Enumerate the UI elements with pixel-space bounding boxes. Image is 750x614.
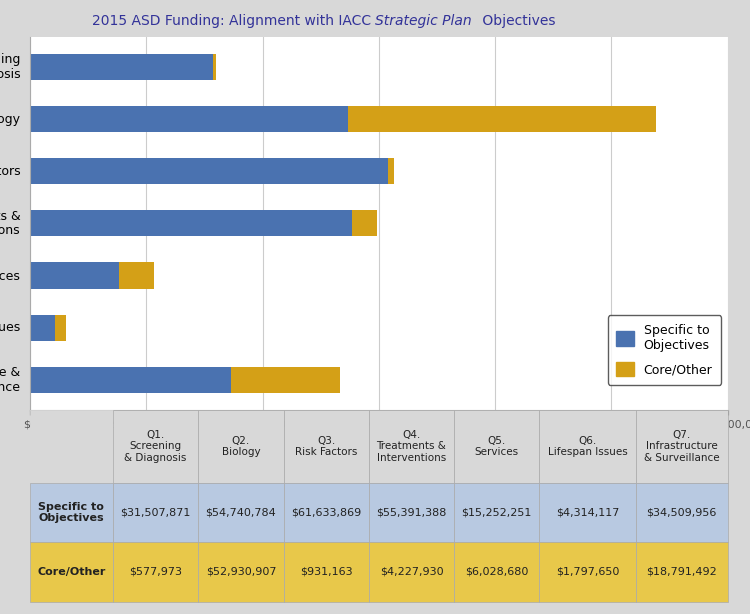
Legend: Specific to
Objectives, Core/Other: Specific to Objectives, Core/Other	[608, 315, 721, 385]
Bar	[348, 106, 656, 132]
Bar	[30, 263, 118, 289]
Bar	[30, 314, 55, 341]
Bar	[30, 54, 213, 80]
Bar	[30, 367, 230, 393]
Bar	[30, 158, 388, 184]
Bar	[30, 211, 352, 236]
Bar	[30, 106, 348, 132]
Bar	[352, 211, 376, 236]
Bar	[388, 158, 394, 184]
Text: Objectives: Objectives	[478, 15, 556, 28]
Bar	[213, 54, 217, 80]
Bar	[55, 314, 65, 341]
Bar	[230, 367, 340, 393]
Text: 2015 ASD Funding: Alignment with IACC: 2015 ASD Funding: Alignment with IACC	[92, 15, 375, 28]
Bar	[118, 263, 154, 289]
Text: Strategic Plan: Strategic Plan	[375, 15, 472, 28]
